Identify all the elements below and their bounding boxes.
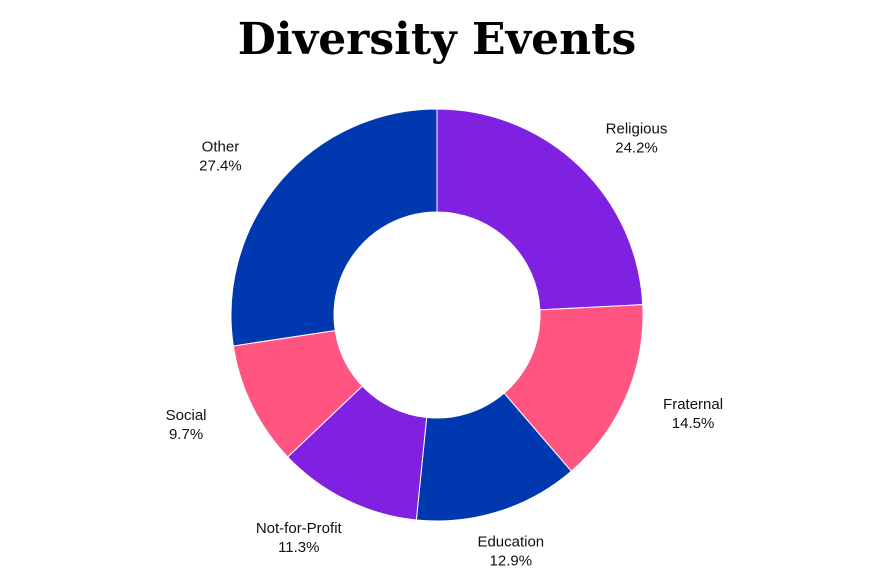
slice-other xyxy=(230,108,438,347)
label-other: Other 27.4% xyxy=(199,139,242,175)
label-religious: Religious 24.2% xyxy=(606,121,668,157)
label-social: Social 9.7% xyxy=(166,407,207,443)
chart-title: Diversity Events xyxy=(237,14,637,65)
label-education: Education 12.9% xyxy=(477,534,544,570)
label-fraternal: Fraternal 14.5% xyxy=(663,396,723,432)
label-not-for-profit: Not-for-Profit 11.3% xyxy=(256,520,343,556)
slice-religious xyxy=(436,108,644,311)
